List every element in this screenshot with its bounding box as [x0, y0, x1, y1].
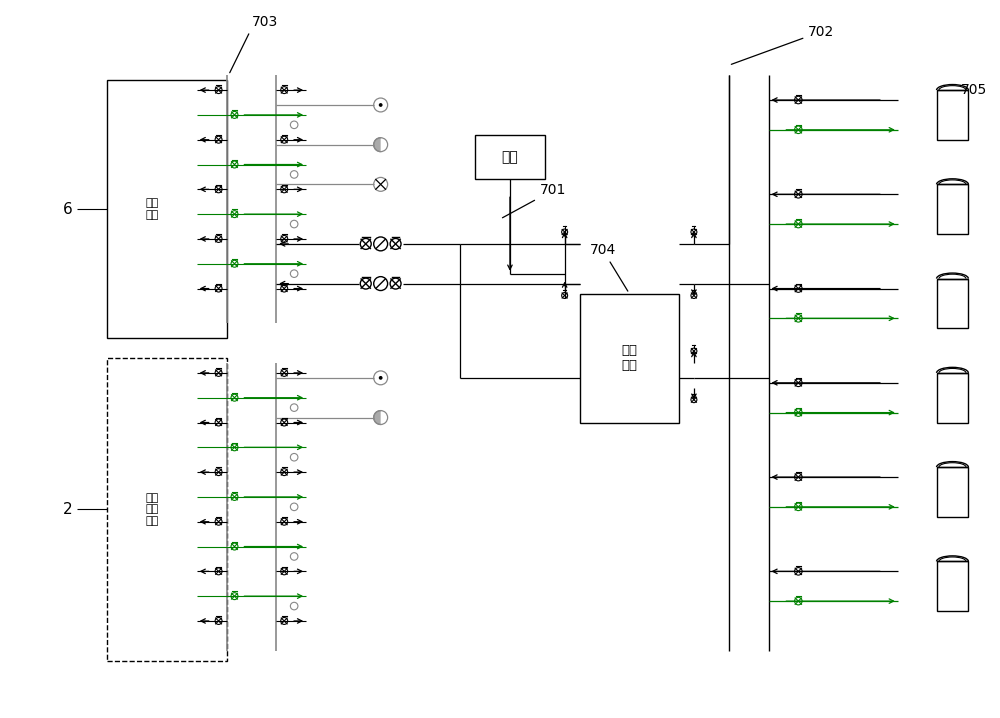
Text: 703: 703 — [230, 14, 278, 73]
Text: 701: 701 — [502, 183, 566, 218]
Bar — [937, 467, 968, 517]
Text: 6: 6 — [63, 202, 72, 217]
Bar — [937, 185, 968, 234]
Text: 705: 705 — [961, 83, 987, 97]
Bar — [937, 561, 968, 611]
Text: 水筱: 水筱 — [502, 150, 518, 164]
Bar — [937, 279, 968, 328]
Circle shape — [379, 104, 382, 106]
Circle shape — [379, 377, 382, 379]
Bar — [580, 294, 679, 422]
Text: 702: 702 — [731, 24, 835, 65]
Polygon shape — [374, 411, 381, 424]
Text: 电源
系统: 电源 系统 — [146, 198, 159, 220]
Text: 704: 704 — [590, 243, 628, 291]
Text: 功率
放大
系统: 功率 放大 系统 — [146, 493, 159, 526]
Bar — [937, 90, 968, 140]
Polygon shape — [374, 138, 381, 151]
Bar — [475, 135, 545, 180]
Bar — [107, 358, 227, 661]
Bar — [937, 373, 968, 422]
Text: 2: 2 — [63, 502, 72, 517]
Text: 热交
换器: 热交 换器 — [621, 344, 637, 372]
Bar — [107, 80, 227, 338]
